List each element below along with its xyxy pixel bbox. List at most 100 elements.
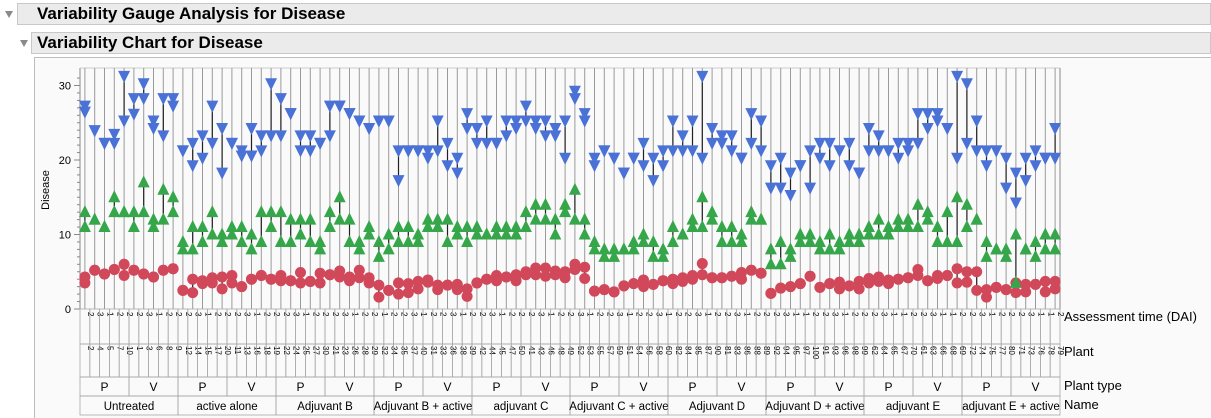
blue-triangle-down-point <box>490 137 503 150</box>
report-disclosure-icon[interactable] <box>5 11 13 18</box>
red-circle-point <box>118 258 130 270</box>
plant-label: 51 <box>625 346 634 355</box>
red-circle-point <box>236 281 248 293</box>
green-triangle-up-point <box>392 234 405 247</box>
red-circle-point <box>657 275 669 287</box>
dai-label: 1 <box>586 312 595 317</box>
blue-triangle-down-point <box>137 78 150 91</box>
dai-label: 3 <box>341 312 350 317</box>
dai-label: 2 <box>1017 312 1026 317</box>
plant-type-label: P <box>394 380 402 394</box>
red-circle-point <box>393 288 404 300</box>
plant-label: 80 <box>1007 346 1016 355</box>
plant-label: 96 <box>841 346 850 355</box>
plant-label: 35 <box>400 346 409 355</box>
green-triangle-up-point <box>823 242 836 255</box>
blue-triangle-down-point <box>294 130 307 143</box>
blue-triangle-down-point <box>862 145 875 158</box>
blue-triangle-down-point <box>255 130 268 143</box>
green-triangle-up-point <box>294 227 307 240</box>
plant-label: 40 <box>419 346 428 355</box>
green-triangle-up-point <box>431 212 444 225</box>
red-circle-point <box>138 268 150 280</box>
green-triangle-up-point <box>265 205 278 218</box>
plant-type-label: P <box>590 380 598 394</box>
red-circle-point <box>589 285 600 297</box>
dai-label: 2 <box>762 312 771 317</box>
blue-triangle-down-point <box>872 145 885 158</box>
blue-triangle-down-point <box>480 115 493 128</box>
green-triangle-up-point <box>235 220 248 233</box>
plant-label: 1 <box>135 346 144 351</box>
plant-label: 97 <box>801 346 810 355</box>
plant-label: 16 <box>253 346 262 355</box>
blue-triangle-down-point <box>921 108 934 121</box>
chart-disclosure-icon[interactable] <box>20 40 28 47</box>
red-circle-point <box>834 276 845 288</box>
green-triangle-up-point <box>539 197 552 210</box>
plant-label: 64 <box>880 346 889 355</box>
dai-label: 3 <box>292 312 301 317</box>
plant-label: 21 <box>331 346 340 355</box>
green-triangle-up-point <box>1039 227 1052 240</box>
green-triangle-up-point <box>98 220 111 233</box>
green-triangle-up-point <box>578 227 591 240</box>
blue-triangle-down-point <box>549 130 562 143</box>
red-circle-point <box>951 263 963 275</box>
blue-triangle-down-point <box>764 182 777 195</box>
green-triangle-up-point <box>480 227 493 240</box>
blue-triangle-down-point <box>1009 167 1022 180</box>
dai-label: 2 <box>478 312 487 317</box>
dai-label: 2 <box>331 312 340 317</box>
green-triangle-up-point <box>245 227 258 240</box>
dai-label: 2 <box>115 312 124 317</box>
dai-label: 3 <box>409 312 418 317</box>
red-circle-point <box>883 274 894 286</box>
red-circle-point <box>99 268 110 280</box>
green-triangle-up-point <box>225 220 238 233</box>
red-circle-point <box>402 278 414 290</box>
green-triangle-up-point <box>431 220 444 233</box>
green-triangle-up-point <box>578 212 591 225</box>
green-triangle-up-point <box>176 234 189 247</box>
green-triangle-up-point <box>108 205 121 218</box>
plant-label: 76 <box>1037 346 1046 355</box>
red-circle-point <box>951 277 963 289</box>
red-circle-point <box>304 275 316 287</box>
green-triangle-up-point <box>853 234 866 247</box>
red-circle-point <box>177 284 189 296</box>
plant-label: 85 <box>694 346 703 355</box>
green-triangle-up-point <box>970 212 983 225</box>
green-triangle-up-point <box>735 234 748 247</box>
green-triangle-up-point <box>441 212 454 225</box>
green-triangle-up-point <box>755 212 768 225</box>
plant-label: 92 <box>772 346 781 355</box>
green-triangle-up-point <box>627 234 640 247</box>
blue-triangle-down-point <box>294 145 307 158</box>
green-triangle-up-point <box>294 212 307 225</box>
blue-triangle-down-point <box>529 122 542 135</box>
plant-type-label: V <box>247 380 255 394</box>
green-triangle-up-point <box>500 227 513 240</box>
green-triangle-up-point <box>323 205 336 218</box>
green-triangle-up-point <box>843 234 856 247</box>
blue-triangle-down-point <box>274 130 287 143</box>
green-triangle-up-point <box>1009 227 1022 240</box>
red-circle-point <box>206 272 218 284</box>
blue-triangle-down-point <box>216 167 229 180</box>
green-triangle-up-point <box>314 234 327 247</box>
green-triangle-up-point <box>715 220 728 233</box>
green-triangle-up-point <box>372 249 385 262</box>
red-circle-point <box>696 269 708 281</box>
red-circle-point <box>255 269 267 281</box>
green-triangle-up-point <box>137 205 150 218</box>
dai-label: 2 <box>958 312 967 317</box>
red-circle-point <box>1039 286 1051 298</box>
green-triangle-up-point <box>127 220 140 233</box>
green-triangle-up-point <box>980 234 993 247</box>
plant-label: 84 <box>684 346 693 355</box>
plant-label: 56 <box>645 346 654 355</box>
green-triangle-up-point <box>363 220 376 233</box>
plant-label: 45 <box>498 346 507 355</box>
blue-triangle-down-point <box>715 137 728 150</box>
